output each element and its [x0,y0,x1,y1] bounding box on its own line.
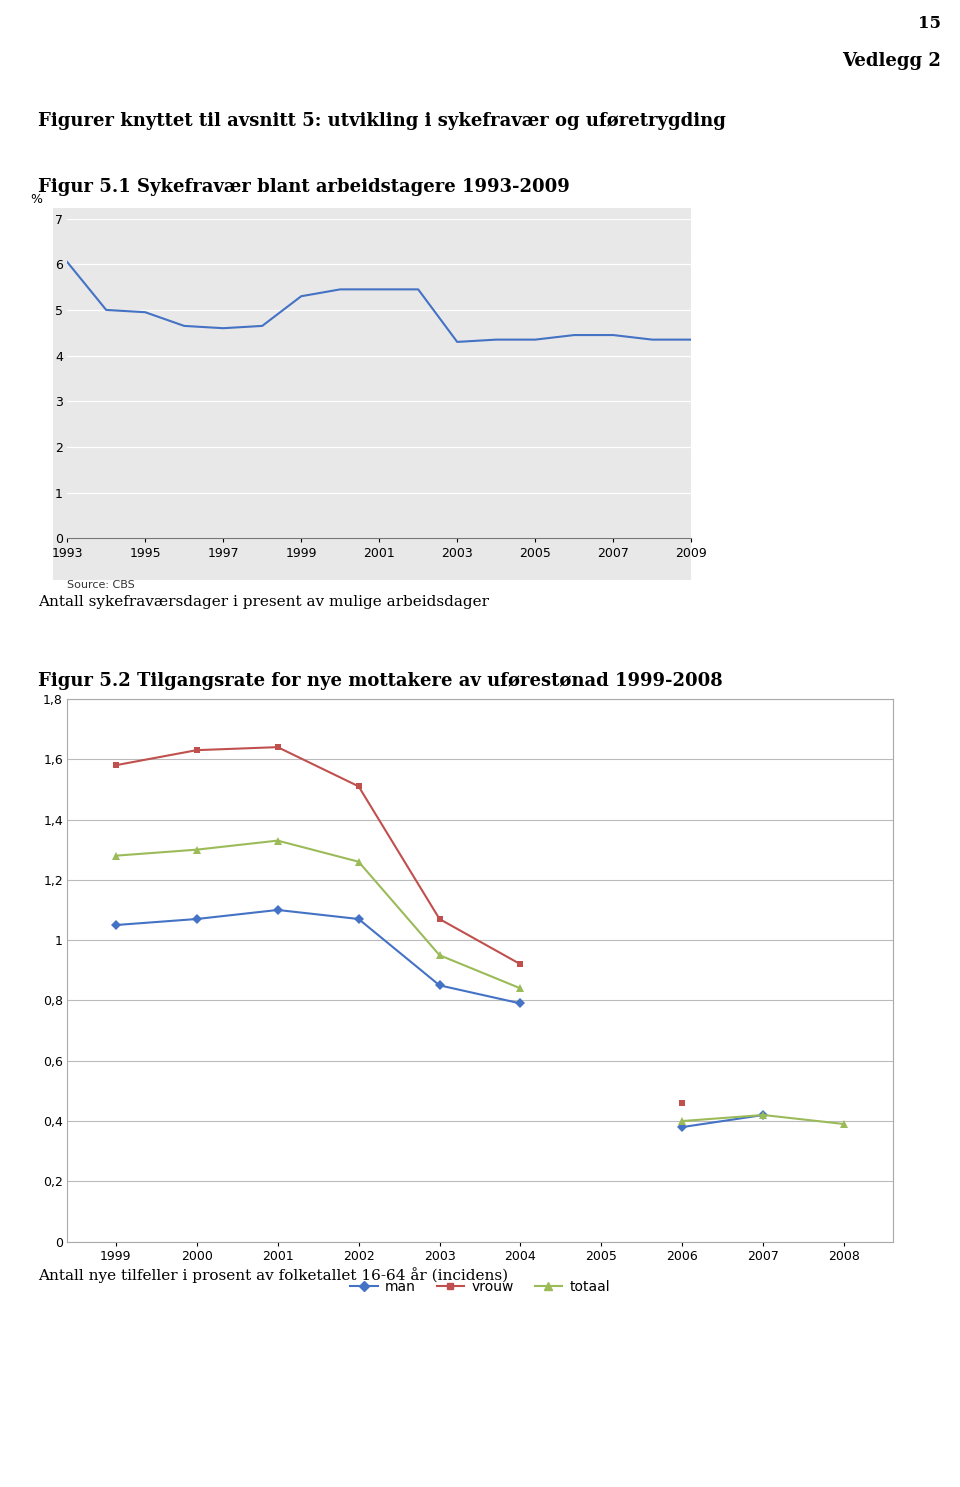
Text: Antall nye tilfeller i prosent av folketallet 16-64 år (incidens): Antall nye tilfeller i prosent av folket… [38,1267,509,1283]
Text: Figur 5.2 Tilgangsrate for nye mottakere av uførestønad 1999-2008: Figur 5.2 Tilgangsrate for nye mottakere… [38,672,723,690]
Text: Figur 5.1 Sykefravær blant arbeidstagere 1993-2009: Figur 5.1 Sykefravær blant arbeidstagere… [38,178,570,196]
Text: Antall sykefraværsdager i present av mulige arbeidsdager: Antall sykefraværsdager i present av mul… [38,595,490,608]
Legend: man, vrouw, totaal: man, vrouw, totaal [345,1274,615,1300]
Text: 15: 15 [918,15,941,31]
Text: Figurer knyttet til avsnitt 5: utvikling i sykefravær og uføretrygding: Figurer knyttet til avsnitt 5: utvikling… [38,112,727,129]
Text: Vedlegg 2: Vedlegg 2 [842,52,941,70]
Y-axis label: %: % [30,193,42,205]
Text: Source: CBS: Source: CBS [67,580,135,590]
